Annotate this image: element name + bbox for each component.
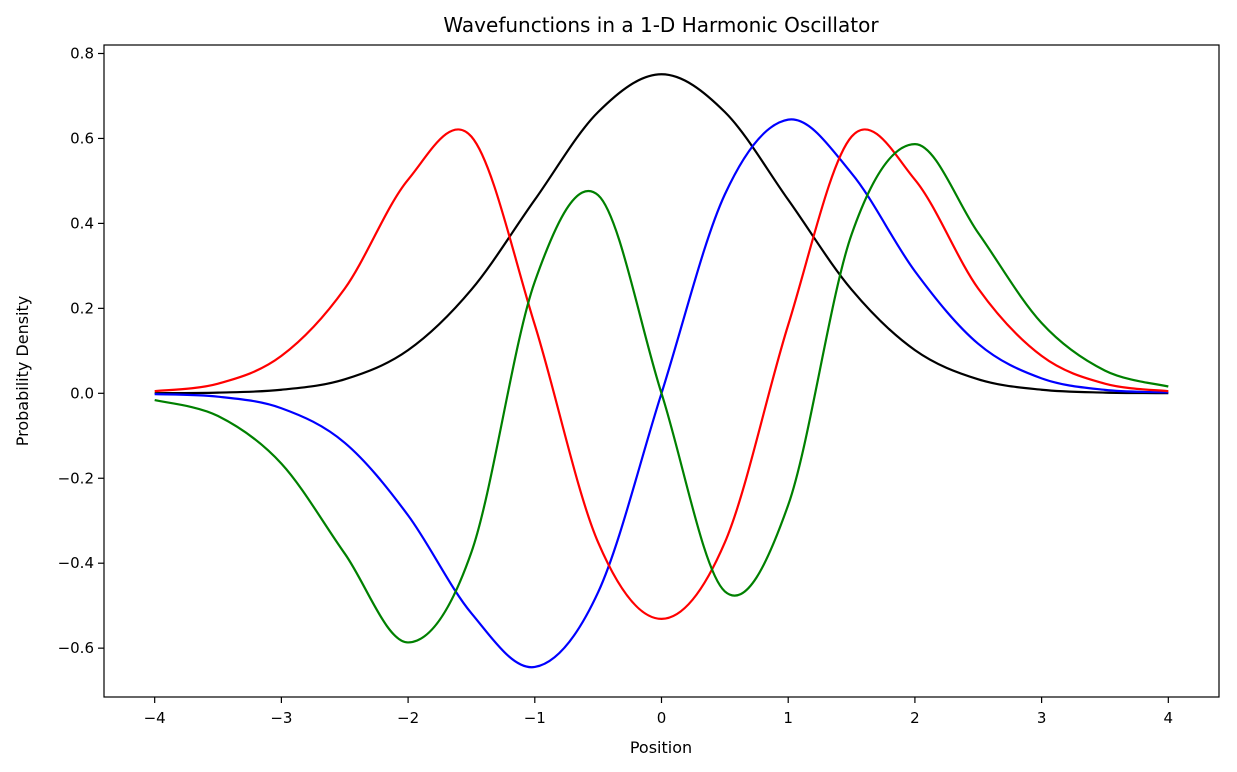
series-line-4 xyxy=(154,143,1169,644)
y-axis-label: Probability Density xyxy=(13,296,32,447)
x-tick-label: 2 xyxy=(910,709,920,727)
y-tick-label: 0.6 xyxy=(70,129,94,147)
y-axis: −0.6 −0.4 −0.2 0.0 0.2 0.4 0.6 0.8 xyxy=(58,44,104,657)
y-tick-label: 0.8 xyxy=(70,44,94,62)
y-tick-label: 0.4 xyxy=(70,214,94,232)
x-tick-label: −3 xyxy=(270,709,292,727)
x-tick-label: −4 xyxy=(144,709,166,727)
series-line-1 xyxy=(154,73,1169,395)
x-tick-label: 3 xyxy=(1037,709,1047,727)
y-tick-label: 0.0 xyxy=(70,384,94,402)
x-tick-label: −2 xyxy=(397,709,419,727)
y-tick-label: 0.2 xyxy=(70,299,94,317)
x-tick-label: 0 xyxy=(657,709,667,727)
chart-title: Wavefunctions in a 1-D Harmonic Oscillat… xyxy=(443,13,879,37)
y-tick-label: −0.2 xyxy=(58,469,94,487)
y-tick-label: −0.6 xyxy=(58,639,94,657)
x-tick-label: 1 xyxy=(783,709,793,727)
x-axis: −4 −3 −2 −1 0 1 2 3 4 xyxy=(144,697,1173,727)
plot-frame xyxy=(103,44,1220,698)
x-tick-label: −1 xyxy=(524,709,546,727)
x-axis-label: Position xyxy=(630,738,692,757)
plot-lines xyxy=(154,73,1169,669)
y-tick-label: −0.4 xyxy=(58,554,94,572)
series-line-3 xyxy=(154,128,1169,620)
x-tick-label: 4 xyxy=(1164,709,1174,727)
